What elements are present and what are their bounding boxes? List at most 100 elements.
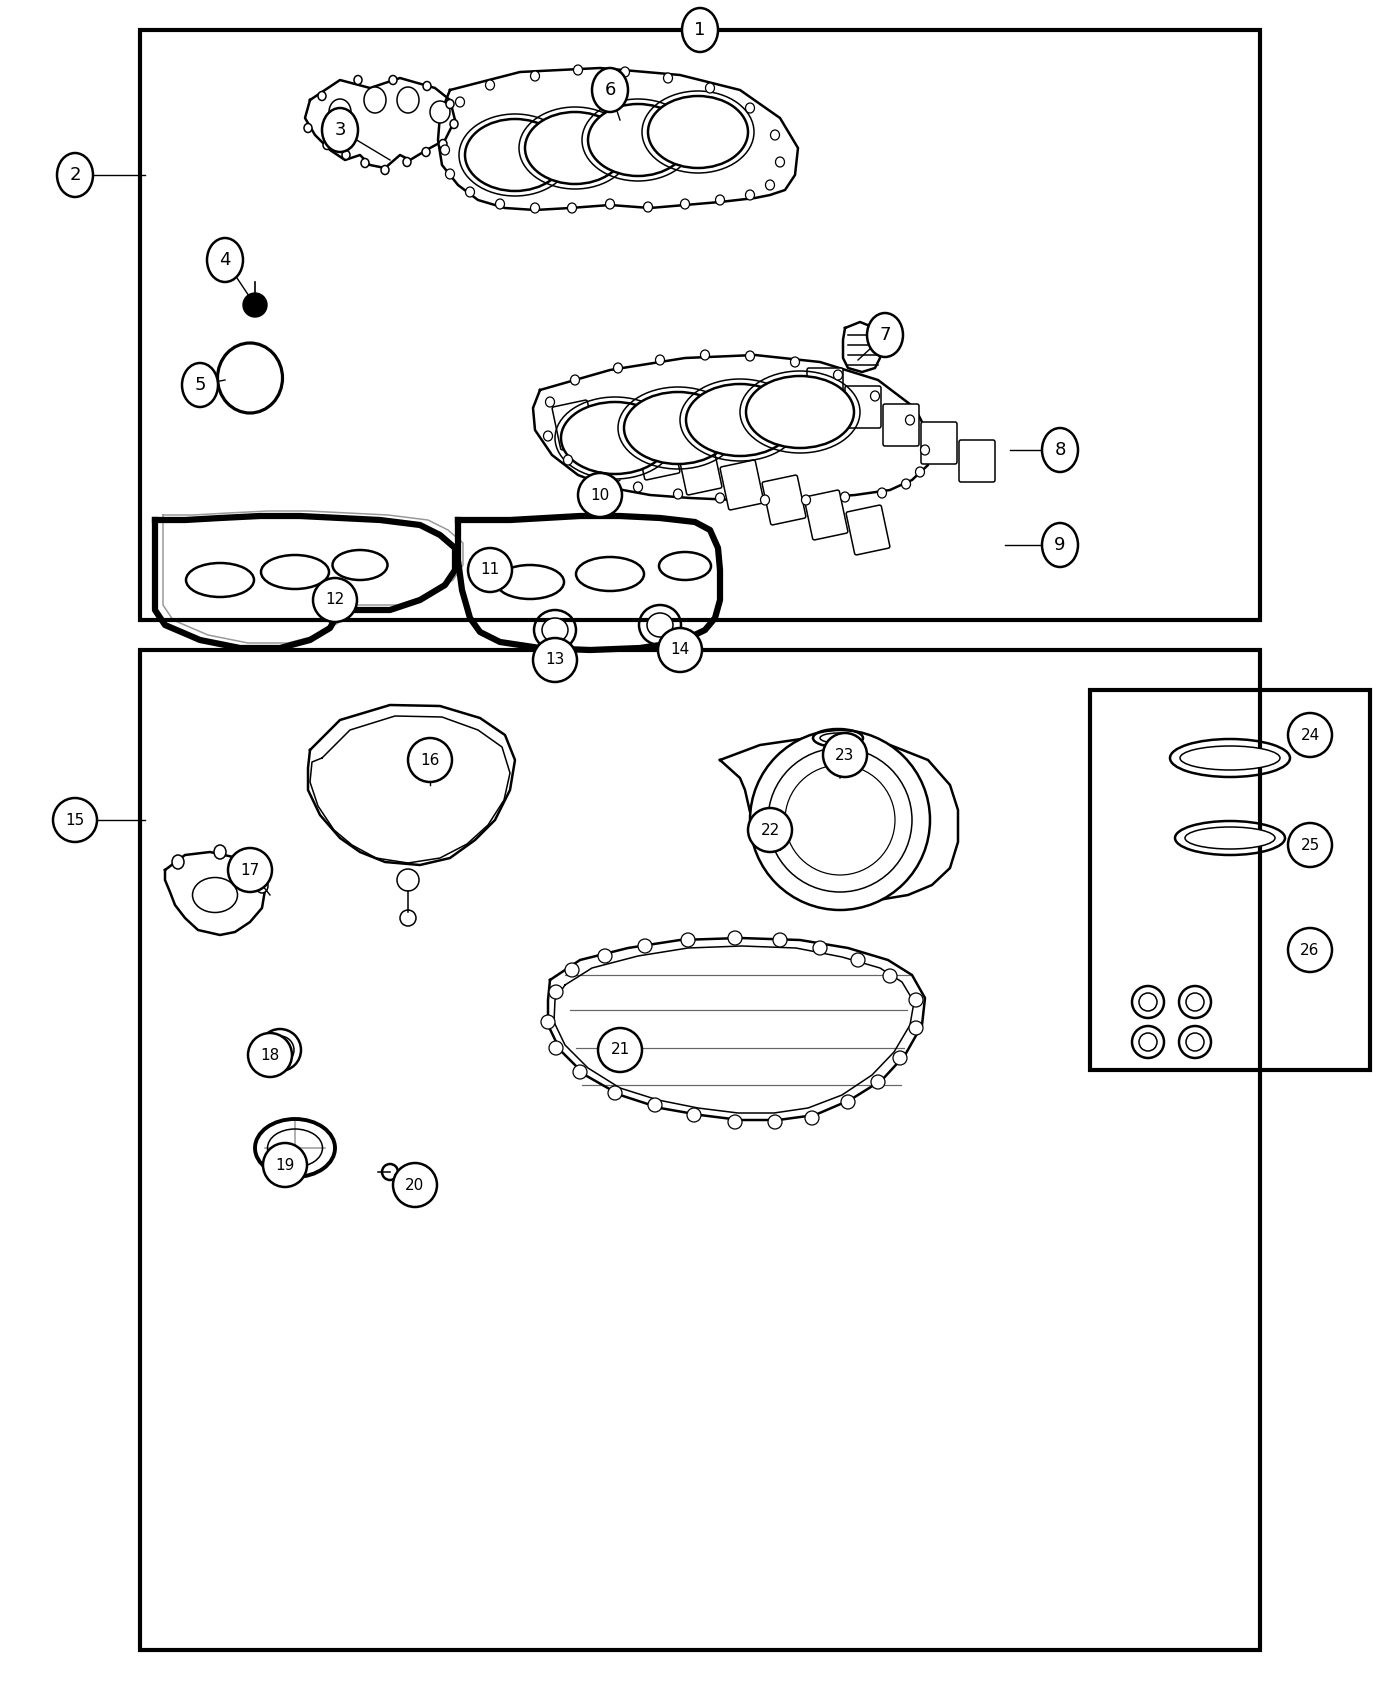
Ellipse shape (322, 109, 358, 151)
Ellipse shape (486, 80, 494, 90)
Ellipse shape (543, 432, 553, 440)
Ellipse shape (214, 845, 225, 858)
Text: 10: 10 (591, 488, 609, 503)
Text: 7: 7 (879, 326, 890, 343)
FancyBboxPatch shape (846, 386, 881, 428)
Ellipse shape (644, 202, 652, 212)
Ellipse shape (1288, 928, 1331, 972)
Ellipse shape (715, 196, 725, 206)
Ellipse shape (801, 495, 811, 505)
Ellipse shape (658, 627, 701, 672)
Circle shape (648, 1098, 662, 1112)
Text: 26: 26 (1301, 942, 1320, 957)
Text: 24: 24 (1301, 728, 1320, 743)
Text: 16: 16 (420, 753, 440, 767)
Ellipse shape (381, 165, 389, 175)
Circle shape (851, 954, 865, 967)
Ellipse shape (592, 68, 629, 112)
Text: 9: 9 (1054, 536, 1065, 554)
Ellipse shape (791, 357, 799, 367)
Ellipse shape (633, 483, 643, 491)
Ellipse shape (746, 376, 854, 449)
Ellipse shape (820, 733, 855, 743)
Text: 2: 2 (69, 167, 81, 184)
Text: 22: 22 (760, 823, 780, 838)
Ellipse shape (748, 808, 792, 852)
Ellipse shape (542, 619, 568, 643)
Ellipse shape (186, 563, 253, 597)
Circle shape (769, 1115, 783, 1129)
Ellipse shape (655, 355, 665, 366)
Ellipse shape (613, 364, 623, 372)
Ellipse shape (248, 1034, 293, 1078)
Ellipse shape (823, 733, 867, 777)
Ellipse shape (571, 376, 580, 384)
FancyBboxPatch shape (552, 400, 596, 451)
Text: 11: 11 (480, 563, 500, 578)
FancyBboxPatch shape (806, 367, 843, 410)
Ellipse shape (1140, 993, 1156, 1012)
Ellipse shape (906, 415, 914, 425)
FancyBboxPatch shape (846, 505, 890, 554)
Ellipse shape (228, 848, 272, 892)
Text: 15: 15 (66, 813, 84, 828)
Ellipse shape (1180, 746, 1280, 770)
Ellipse shape (465, 119, 566, 190)
Ellipse shape (333, 551, 388, 580)
Text: 23: 23 (836, 748, 854, 763)
FancyBboxPatch shape (804, 490, 848, 541)
Ellipse shape (398, 87, 419, 112)
Text: 5: 5 (195, 376, 206, 394)
Circle shape (773, 933, 787, 947)
Circle shape (750, 729, 930, 910)
Circle shape (841, 1095, 855, 1108)
Ellipse shape (766, 180, 774, 190)
Ellipse shape (563, 456, 573, 466)
Circle shape (893, 1051, 907, 1064)
Ellipse shape (921, 445, 930, 456)
Circle shape (813, 942, 827, 955)
Circle shape (680, 933, 694, 947)
Text: 3: 3 (335, 121, 346, 139)
Ellipse shape (364, 87, 386, 112)
Circle shape (728, 932, 742, 945)
Text: 1: 1 (694, 20, 706, 39)
Circle shape (638, 938, 652, 954)
Circle shape (598, 949, 612, 962)
Ellipse shape (318, 92, 326, 100)
Ellipse shape (706, 83, 714, 94)
FancyBboxPatch shape (762, 474, 806, 525)
Ellipse shape (664, 73, 672, 83)
Ellipse shape (878, 488, 886, 498)
Ellipse shape (172, 855, 183, 869)
Ellipse shape (561, 401, 669, 474)
Ellipse shape (53, 797, 97, 842)
Ellipse shape (244, 855, 256, 869)
Ellipse shape (263, 1142, 307, 1187)
Ellipse shape (1288, 823, 1331, 867)
Ellipse shape (1184, 826, 1275, 848)
Ellipse shape (840, 491, 850, 501)
Ellipse shape (605, 199, 615, 209)
Ellipse shape (647, 614, 673, 638)
Ellipse shape (430, 100, 449, 122)
Text: 12: 12 (325, 593, 344, 607)
Ellipse shape (525, 112, 624, 184)
Ellipse shape (193, 877, 238, 913)
FancyBboxPatch shape (959, 440, 995, 483)
Ellipse shape (776, 156, 784, 167)
Ellipse shape (578, 473, 622, 517)
Ellipse shape (648, 95, 748, 168)
Ellipse shape (267, 1129, 322, 1166)
Ellipse shape (421, 148, 430, 156)
Ellipse shape (314, 578, 357, 622)
Ellipse shape (496, 199, 504, 209)
Ellipse shape (902, 479, 910, 490)
Text: 25: 25 (1301, 838, 1320, 852)
Text: 20: 20 (406, 1178, 424, 1192)
Ellipse shape (575, 558, 644, 592)
Ellipse shape (546, 398, 554, 406)
Ellipse shape (449, 119, 458, 129)
Ellipse shape (588, 104, 687, 177)
Ellipse shape (620, 66, 630, 76)
